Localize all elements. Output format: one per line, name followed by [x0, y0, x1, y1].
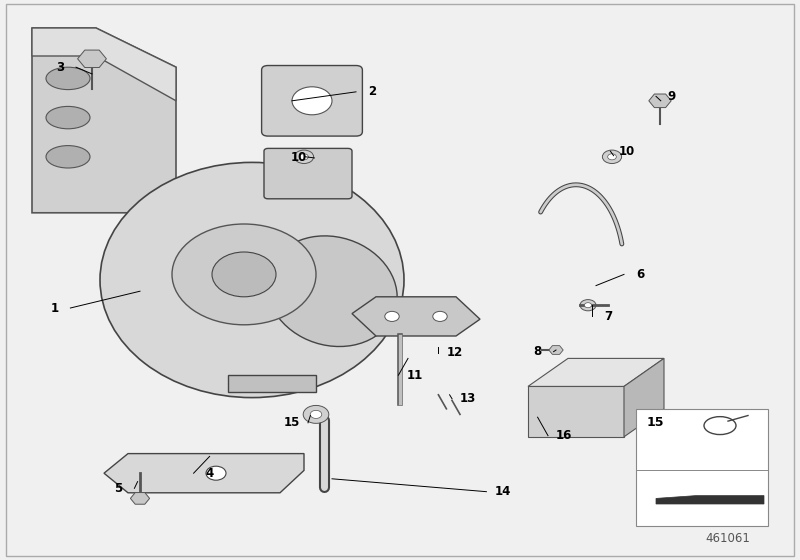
Text: 10: 10 — [618, 144, 634, 158]
Polygon shape — [549, 346, 563, 354]
Text: 12: 12 — [446, 346, 462, 360]
Text: 14: 14 — [494, 485, 510, 498]
Ellipse shape — [433, 311, 447, 321]
Text: 6: 6 — [636, 268, 644, 281]
Polygon shape — [32, 28, 176, 213]
FancyBboxPatch shape — [636, 409, 768, 526]
FancyBboxPatch shape — [264, 148, 352, 199]
Ellipse shape — [100, 162, 404, 398]
Text: 13: 13 — [460, 392, 476, 405]
Text: 15: 15 — [284, 416, 300, 430]
Ellipse shape — [46, 106, 90, 129]
Ellipse shape — [212, 252, 276, 297]
FancyBboxPatch shape — [262, 66, 362, 136]
Text: 8: 8 — [534, 345, 542, 358]
Ellipse shape — [46, 146, 90, 168]
Text: 7: 7 — [604, 310, 612, 323]
Ellipse shape — [172, 224, 316, 325]
Ellipse shape — [303, 405, 329, 423]
Text: 16: 16 — [556, 429, 572, 442]
Text: 2: 2 — [368, 85, 376, 99]
Ellipse shape — [206, 466, 226, 480]
Polygon shape — [352, 297, 480, 336]
Text: 9: 9 — [668, 90, 676, 103]
Ellipse shape — [267, 236, 397, 347]
Ellipse shape — [294, 150, 314, 164]
Text: 5: 5 — [114, 482, 122, 495]
Ellipse shape — [300, 154, 308, 160]
Polygon shape — [624, 358, 664, 437]
Ellipse shape — [580, 300, 596, 311]
Ellipse shape — [46, 67, 90, 90]
Ellipse shape — [602, 150, 622, 164]
Polygon shape — [528, 358, 664, 386]
Text: 10: 10 — [290, 151, 306, 165]
Text: 1: 1 — [50, 301, 58, 315]
Polygon shape — [228, 375, 316, 392]
Ellipse shape — [385, 311, 399, 321]
Polygon shape — [656, 496, 764, 504]
Text: 4: 4 — [206, 466, 214, 480]
Text: 3: 3 — [56, 60, 64, 74]
Ellipse shape — [584, 303, 592, 308]
Polygon shape — [32, 28, 176, 101]
Text: 11: 11 — [406, 368, 422, 382]
Text: 461061: 461061 — [706, 532, 750, 545]
Polygon shape — [649, 94, 671, 108]
Polygon shape — [130, 493, 150, 504]
Ellipse shape — [608, 154, 616, 160]
Ellipse shape — [310, 410, 322, 418]
Polygon shape — [78, 50, 106, 68]
Text: 15: 15 — [646, 416, 664, 430]
Polygon shape — [528, 386, 624, 437]
Polygon shape — [104, 454, 304, 493]
Ellipse shape — [292, 87, 332, 115]
